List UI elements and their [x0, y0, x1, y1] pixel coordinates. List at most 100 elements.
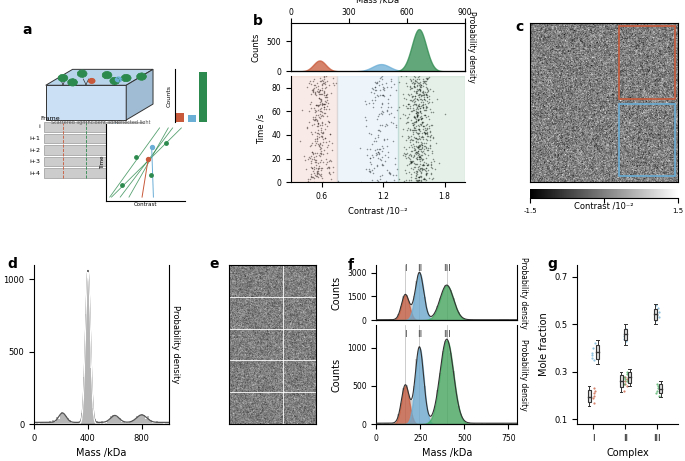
Point [371, 86, 382, 94]
Point [414, 95, 425, 103]
Point [405, 75, 416, 83]
Point [382, 148, 393, 156]
Point [306, 173, 316, 180]
Point [416, 110, 427, 117]
Point [414, 120, 425, 128]
Bar [130, 421, 132, 424]
Point [415, 107, 426, 115]
Point [412, 167, 423, 175]
Point [387, 137, 398, 144]
Point [416, 152, 427, 159]
Point [314, 121, 325, 128]
Point [416, 99, 427, 106]
Point [425, 132, 436, 139]
Point [316, 82, 327, 89]
Bar [116, 417, 118, 424]
Point [316, 144, 327, 151]
Point [402, 113, 413, 120]
Point [373, 148, 384, 156]
Point [408, 134, 419, 141]
Point [408, 130, 419, 138]
Bar [455, 307, 457, 320]
Point [306, 148, 317, 156]
Point [419, 90, 429, 97]
Point [304, 153, 315, 160]
Point [406, 142, 416, 149]
Point [372, 146, 383, 153]
Text: II: II [416, 330, 422, 339]
Point [379, 136, 390, 143]
Point [406, 92, 417, 100]
Point [414, 160, 425, 168]
Point [325, 130, 336, 137]
Bar [400, 306, 402, 320]
Bar [473, 319, 475, 320]
Text: d: d [8, 257, 17, 271]
Point [386, 77, 397, 85]
Point [413, 125, 424, 133]
Point [372, 154, 383, 162]
Point [305, 171, 316, 178]
Point [308, 173, 319, 180]
Circle shape [68, 79, 77, 86]
Point [411, 111, 422, 118]
Point [411, 129, 422, 136]
Point [420, 129, 431, 136]
Point [413, 96, 424, 103]
Point [417, 114, 428, 122]
Point [310, 142, 321, 149]
Point [425, 163, 436, 171]
Point [414, 86, 425, 94]
Point [379, 85, 390, 92]
Point [314, 86, 325, 94]
Bar [452, 298, 455, 320]
Point [410, 164, 421, 171]
Point [312, 135, 323, 142]
Point [316, 157, 327, 164]
Point [324, 106, 335, 113]
Point [381, 121, 392, 128]
Point [426, 121, 437, 129]
Point [371, 91, 382, 98]
Point [418, 103, 429, 111]
Point [318, 138, 329, 146]
Point [421, 75, 432, 82]
Point [306, 104, 316, 112]
Bar [405, 295, 408, 320]
Point [412, 116, 423, 124]
Point [412, 73, 423, 81]
Point [421, 164, 432, 171]
Bar [389, 319, 392, 320]
Bar [449, 353, 452, 424]
Point [397, 151, 408, 159]
Point [319, 75, 329, 83]
Point [316, 129, 327, 136]
Point [312, 112, 323, 119]
Point [312, 116, 323, 124]
Point [427, 155, 438, 162]
Point [391, 107, 402, 114]
Point [373, 131, 384, 138]
Point [427, 88, 438, 95]
Point [367, 99, 378, 106]
Point [411, 112, 422, 119]
Point [413, 85, 424, 93]
Point [412, 112, 423, 119]
Point [417, 141, 428, 148]
Point [330, 79, 341, 87]
Point [420, 151, 431, 158]
Point [303, 118, 314, 126]
Point [415, 115, 426, 122]
Point [406, 116, 416, 124]
Bar [491, 423, 494, 424]
Point [321, 93, 332, 100]
Bar [431, 316, 434, 320]
Point [415, 108, 426, 115]
Point [375, 176, 386, 183]
Point [419, 124, 430, 132]
Bar [405, 384, 408, 424]
Point [376, 122, 387, 129]
Point [312, 106, 323, 113]
Point [420, 170, 431, 177]
Bar [376, 319, 379, 320]
